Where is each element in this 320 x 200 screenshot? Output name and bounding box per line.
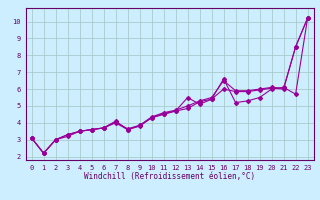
X-axis label: Windchill (Refroidissement éolien,°C): Windchill (Refroidissement éolien,°C) [84, 172, 255, 181]
